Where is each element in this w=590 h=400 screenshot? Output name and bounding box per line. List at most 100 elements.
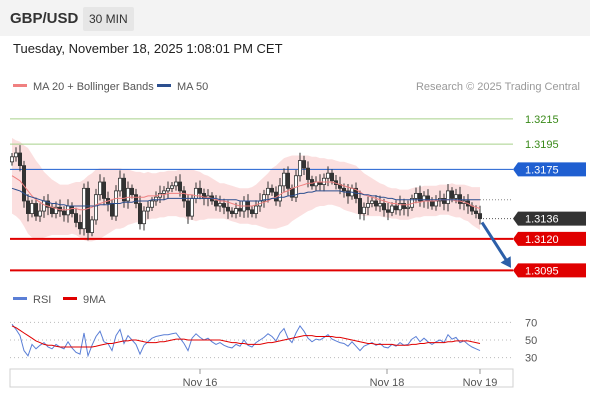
candle-body-up <box>361 206 366 214</box>
candle-body-up <box>405 206 410 209</box>
candle-body-up <box>94 194 99 221</box>
candle-body-down <box>133 194 138 204</box>
rsi-legend-label: 9MA <box>83 294 106 306</box>
rsi-tick-label: 30 <box>525 353 537 365</box>
candle-body-up <box>173 181 178 187</box>
candle-body-down <box>225 206 230 212</box>
candle-body-down <box>229 210 234 214</box>
legend-label: MA 50 <box>177 81 208 93</box>
candle-body-down <box>341 187 346 192</box>
candle-body-up <box>421 195 426 202</box>
candle-body-up <box>325 172 330 179</box>
candle-body-down <box>473 210 478 214</box>
candle-body-down <box>401 203 406 209</box>
candle-body-down <box>197 187 202 194</box>
candle-body-down <box>46 200 51 208</box>
candle-body-down <box>305 167 310 180</box>
candle-body-up <box>433 200 438 207</box>
candle-body-up <box>141 210 146 225</box>
candle-body-down <box>86 187 91 233</box>
candle-body-down <box>441 198 446 204</box>
candle-body-up <box>217 203 222 207</box>
legend-swatch <box>13 84 27 87</box>
candle-body-down <box>301 160 306 169</box>
candle-body-down <box>70 205 75 214</box>
candle-body-up <box>397 203 402 211</box>
candle-body-up <box>54 206 59 214</box>
support-level-label: 1.3120 <box>525 234 559 246</box>
support-level-label: 1.3095 <box>525 265 559 277</box>
candle-body-down <box>17 152 22 167</box>
last-level-label: 1.3136 <box>525 214 559 226</box>
candle-body-up <box>145 206 150 212</box>
legend-swatch <box>157 84 171 87</box>
candle-body-down <box>457 194 462 204</box>
candle-body-up <box>98 181 103 196</box>
candle-body-down <box>137 203 142 225</box>
rsi-legend-swatch <box>63 297 77 300</box>
candle-body-down <box>345 190 350 197</box>
support-level-badge <box>513 231 586 246</box>
candle-body-up <box>38 210 43 217</box>
target-level-label: 1.3195 <box>525 139 559 151</box>
candle-body-up <box>118 177 123 192</box>
candle-body-down <box>393 205 398 211</box>
candle-body-up <box>161 190 166 194</box>
legend-label: MA 20 + Bollinger Bands <box>33 81 154 93</box>
support-level-badge <box>513 263 586 278</box>
candle-body-up <box>29 203 34 214</box>
candle-body-up <box>365 203 370 208</box>
candle-body-up <box>369 200 374 204</box>
candle-body-down <box>429 200 434 207</box>
candle-body-up <box>281 172 286 187</box>
candle-body-down <box>477 213 482 220</box>
candle-body-up <box>153 196 158 202</box>
candle-body-up <box>265 187 270 196</box>
candle-body-down <box>74 213 79 223</box>
candle-body-up <box>233 208 238 214</box>
copyright-text: Research © 2025 Trading Central <box>416 81 580 93</box>
candle-body-down <box>129 187 134 196</box>
candle-body-down <box>78 222 83 230</box>
candle-body-down <box>269 187 274 193</box>
candle-body-down <box>185 200 190 217</box>
time-axis <box>9 368 514 388</box>
candle-body-down <box>122 177 127 202</box>
candle-body-up <box>321 177 326 185</box>
chart-timestamp: Tuesday, November 18, 2025 1:08:01 PM CE… <box>13 41 283 56</box>
candle-body-up <box>13 152 18 158</box>
candle-body-up <box>189 198 194 217</box>
forecast-arrow <box>480 221 510 264</box>
ma50-line <box>11 187 480 207</box>
bollinger-band <box>12 137 480 242</box>
candle-body-down <box>329 172 334 182</box>
candle-body-down <box>449 190 454 199</box>
candle-body-down <box>357 198 362 214</box>
candle-body-up <box>377 203 382 207</box>
candle-body-down <box>21 165 26 202</box>
candle-body-down <box>237 208 242 212</box>
candle-body-down <box>285 172 290 189</box>
candle-body-down <box>213 200 218 207</box>
forecast-arrowhead <box>500 256 511 268</box>
candle-body-up <box>82 187 87 230</box>
candle-body-up <box>253 205 258 214</box>
candle-body-up <box>445 190 450 204</box>
candle-body-up <box>66 205 71 216</box>
time-tick-label: Nov 16 <box>183 377 218 389</box>
rsi-ma9-line <box>11 325 481 348</box>
candle-body-down <box>34 203 39 217</box>
rsi-tick-label: 70 <box>525 317 537 329</box>
candle-body-down <box>245 200 250 211</box>
timeframe-button[interactable]: 30 MIN <box>83 7 134 31</box>
ma20-line <box>11 175 481 211</box>
pivot-level-badge <box>513 162 586 177</box>
candle-body-up <box>165 187 170 192</box>
candle-body-up <box>90 219 95 233</box>
candle-body-up <box>261 194 266 202</box>
candle-body-up <box>297 160 302 177</box>
rsi-legend-swatch <box>13 297 27 300</box>
target-level-label: 1.3215 <box>525 114 559 126</box>
candle-body-down <box>110 203 115 217</box>
candle-body-down <box>102 181 107 199</box>
